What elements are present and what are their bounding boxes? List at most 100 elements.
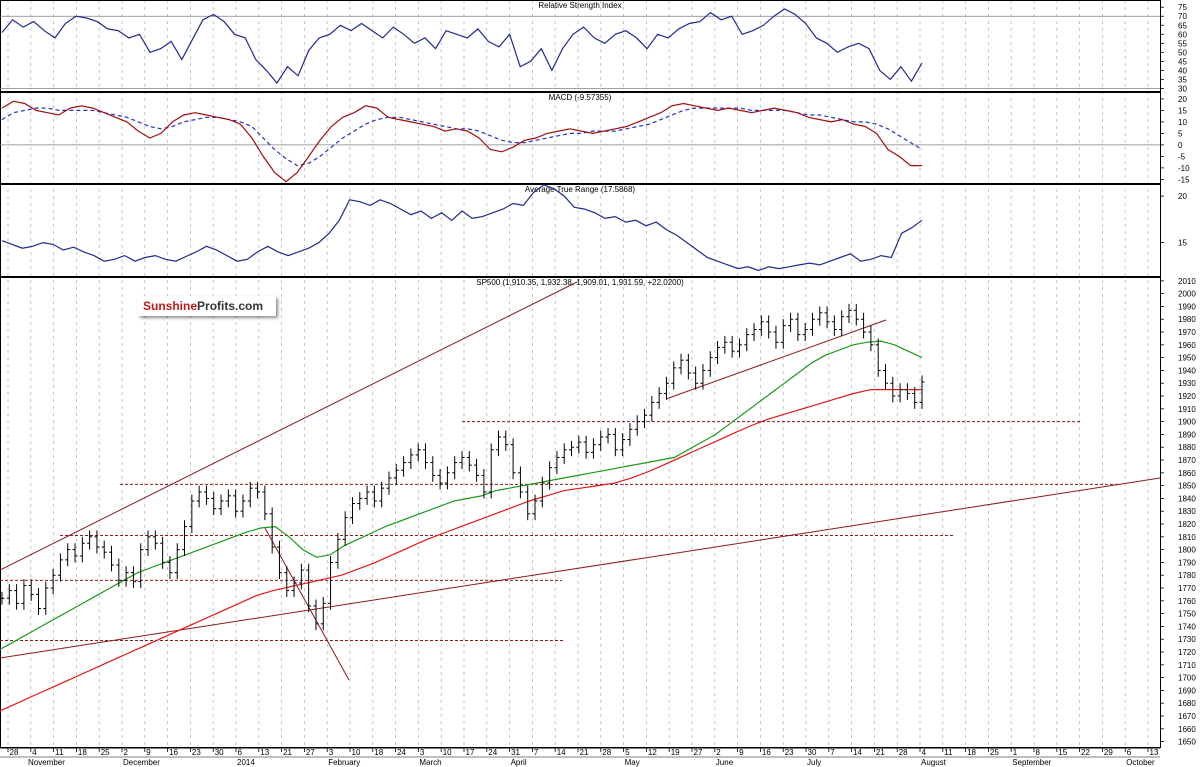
price-bar [123, 566, 129, 587]
x-tick-label: 27 [694, 748, 703, 757]
y-tick-label: 45 [1178, 57, 1187, 66]
x-month-label: October [1126, 758, 1155, 767]
price-bar [452, 456, 458, 480]
x-tick-label: 10 [352, 748, 361, 757]
price-bars [0, 303, 925, 631]
price-bar [240, 494, 246, 518]
price-bar [510, 438, 516, 480]
x-tick-label: 16 [762, 748, 771, 757]
x-tick-label: 30 [808, 748, 817, 757]
y-tick-label: 1860 [1178, 469, 1196, 478]
price-bar [401, 456, 407, 477]
x-tick-label: 1 [1013, 748, 1018, 757]
price-bar [379, 481, 385, 508]
x-tick-label: 24 [488, 748, 497, 757]
price-bar [809, 312, 815, 336]
pane-frame [0, 92, 1161, 184]
price-bar [284, 566, 290, 597]
logo-part-sunshine: Sunshine [143, 299, 198, 313]
y-tick-label: 1790 [1178, 558, 1196, 567]
x-tick-label: 15 [1058, 748, 1067, 757]
price-bar [247, 481, 253, 508]
x-tick-label: 18 [374, 748, 383, 757]
x-tick-label: 29 [1104, 748, 1113, 757]
price-bar [415, 443, 421, 462]
price-bar [853, 303, 859, 326]
price-bar [225, 489, 231, 508]
price-bar [349, 497, 355, 525]
price-bar [620, 433, 626, 457]
x-tick-label: 22 [1081, 748, 1090, 757]
price-bar [408, 448, 414, 469]
y-tick-label: 1800 [1178, 546, 1196, 555]
price-bar [561, 443, 567, 464]
price-bar [116, 558, 122, 587]
x-tick-label: 28 [899, 748, 908, 757]
y-tick-label: 75 [1178, 3, 1187, 12]
y-tick-label: 1980 [1178, 315, 1196, 324]
x-tick-label: 3 [329, 748, 334, 757]
price-bar [357, 492, 363, 510]
price-bar [678, 353, 684, 375]
price-bar [174, 543, 180, 580]
price-bar [79, 536, 85, 563]
price-bar [422, 443, 428, 469]
price-bar [386, 471, 392, 495]
x-month-label: 2014 [237, 758, 255, 767]
price-bar [715, 340, 721, 365]
x-tick-label: 13 [260, 748, 269, 757]
y-tick-label: 1880 [1178, 443, 1196, 452]
price-bar [897, 383, 903, 403]
macd-line [1, 100, 922, 183]
pane-title-3: SP500 (1,910.35, 1,932.38, 1,909.01, 1,9… [476, 278, 684, 287]
y-tick-label: 1740 [1178, 622, 1196, 631]
price-bar [211, 492, 217, 516]
logo-part-profits: Profits.com [197, 299, 264, 313]
price-bar [569, 440, 575, 457]
price-bar [773, 325, 779, 349]
x-tick-label: 2 [716, 748, 721, 757]
price-bar [21, 579, 27, 610]
price-bar [65, 543, 71, 567]
y-tick-label: 15 [1178, 239, 1187, 248]
price-bar [50, 568, 56, 595]
price-bar [313, 599, 319, 631]
y-tick-label: 15 [1178, 106, 1187, 115]
pane-title-1: MACD (-9.57355) [549, 93, 612, 102]
price-bar [503, 430, 509, 452]
price-bar [393, 463, 399, 485]
price-bar [882, 364, 888, 390]
y-tick-label: 1910 [1178, 405, 1196, 414]
x-tick-label: 21 [876, 748, 885, 757]
price-bar [846, 303, 852, 324]
y-tick-label: 2010 [1178, 277, 1196, 286]
x-tick-label: 19 [671, 748, 680, 757]
y-tick-label: 1940 [1178, 366, 1196, 375]
y-tick-label: 20 [1178, 192, 1187, 201]
price-bar [262, 485, 268, 521]
y-tick-label: 1730 [1178, 635, 1196, 644]
y-tick-label: 65 [1178, 21, 1187, 30]
price-bar [94, 530, 100, 554]
sma50-line [0, 340, 923, 650]
x-tick-label: 27 [306, 748, 315, 757]
x-tick-label: 31 [511, 748, 520, 757]
price-bar [532, 494, 538, 521]
price-bar [831, 315, 837, 336]
y-tick-label: 1720 [1178, 648, 1196, 657]
price-bar [57, 553, 63, 582]
price-bar [306, 563, 312, 613]
price-bar [868, 325, 874, 352]
y-tick-label: 1690 [1178, 686, 1196, 695]
y-tick-label: 0 [1178, 141, 1183, 150]
price-bar [547, 461, 553, 490]
price-bar [196, 485, 202, 508]
upper-channel-trendline [0, 281, 578, 571]
y-tick-label: 55 [1178, 39, 1187, 48]
x-tick-label: 30 [215, 748, 224, 757]
price-bar [36, 588, 42, 615]
price-bar [671, 361, 677, 390]
price-bar [693, 366, 699, 390]
price-bar [525, 485, 531, 521]
